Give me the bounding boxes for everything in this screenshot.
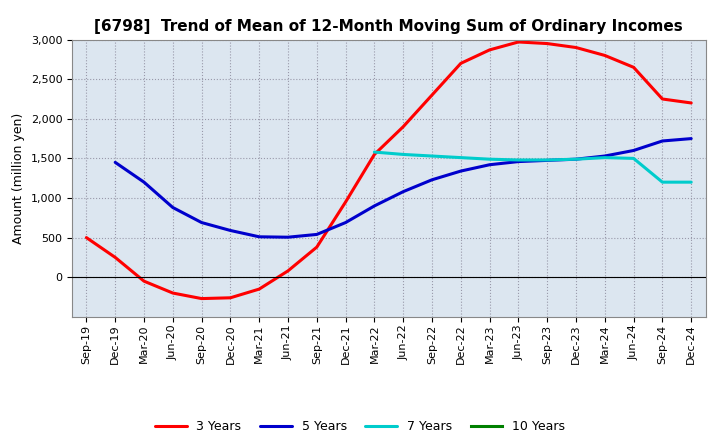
5 Years <box>600 154 609 159</box>
3 Years <box>428 92 436 98</box>
Line: 7 Years: 7 Years <box>374 152 691 182</box>
3 Years <box>255 286 264 292</box>
7 Years <box>687 180 696 185</box>
5 Years <box>629 148 638 153</box>
Line: 3 Years: 3 Years <box>86 42 691 299</box>
3 Years <box>111 255 120 260</box>
3 Years <box>341 199 350 205</box>
5 Years <box>370 203 379 209</box>
7 Years <box>485 157 494 162</box>
3 Years <box>284 268 292 274</box>
7 Years <box>428 154 436 159</box>
5 Years <box>140 180 148 185</box>
3 Years <box>197 296 206 301</box>
7 Years <box>572 157 580 162</box>
5 Years <box>399 189 408 194</box>
3 Years <box>82 235 91 240</box>
3 Years <box>312 245 321 250</box>
3 Years <box>456 61 465 66</box>
5 Years <box>572 157 580 162</box>
5 Years <box>312 232 321 237</box>
7 Years <box>370 150 379 155</box>
5 Years <box>514 159 523 164</box>
5 Years <box>226 228 235 233</box>
7 Years <box>629 156 638 161</box>
3 Years <box>658 96 667 102</box>
3 Years <box>687 100 696 106</box>
5 Years <box>687 136 696 141</box>
3 Years <box>629 65 638 70</box>
5 Years <box>341 220 350 225</box>
5 Years <box>658 138 667 143</box>
5 Years <box>428 177 436 183</box>
3 Years <box>140 279 148 284</box>
7 Years <box>399 152 408 157</box>
Title: [6798]  Trend of Mean of 12-Month Moving Sum of Ordinary Incomes: [6798] Trend of Mean of 12-Month Moving … <box>94 19 683 34</box>
Line: 5 Years: 5 Years <box>115 139 691 237</box>
5 Years <box>111 160 120 165</box>
3 Years <box>514 39 523 44</box>
5 Years <box>168 205 177 210</box>
7 Years <box>600 155 609 160</box>
3 Years <box>543 41 552 46</box>
Y-axis label: Amount (million yen): Amount (million yen) <box>12 113 25 244</box>
3 Years <box>399 124 408 129</box>
5 Years <box>456 169 465 174</box>
5 Years <box>543 158 552 163</box>
7 Years <box>456 155 465 160</box>
3 Years <box>485 47 494 52</box>
3 Years <box>600 53 609 58</box>
3 Years <box>370 152 379 157</box>
5 Years <box>255 234 264 239</box>
3 Years <box>168 290 177 296</box>
Legend: 3 Years, 5 Years, 7 Years, 10 Years: 3 Years, 5 Years, 7 Years, 10 Years <box>150 415 570 438</box>
7 Years <box>543 158 552 163</box>
5 Years <box>197 220 206 225</box>
5 Years <box>284 235 292 240</box>
5 Years <box>485 162 494 167</box>
3 Years <box>572 45 580 50</box>
3 Years <box>226 295 235 301</box>
7 Years <box>514 158 523 163</box>
7 Years <box>658 180 667 185</box>
